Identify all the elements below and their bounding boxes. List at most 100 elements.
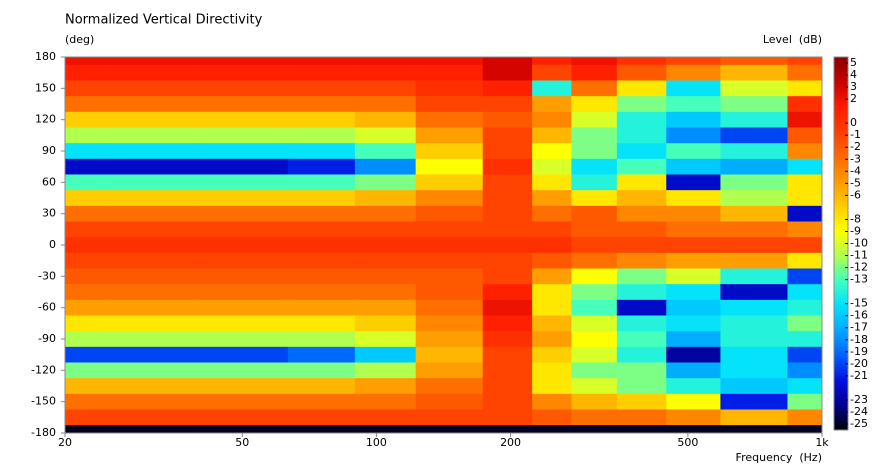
heat-cell bbox=[616, 268, 667, 285]
heat-cell bbox=[571, 362, 618, 379]
heat-cell bbox=[104, 362, 194, 379]
heat-cell bbox=[192, 174, 289, 191]
colorbar-step bbox=[834, 195, 848, 199]
heat-cell bbox=[787, 331, 823, 348]
heat-cell bbox=[354, 111, 417, 128]
colorbar-step bbox=[834, 276, 848, 280]
heat-cell bbox=[415, 299, 484, 316]
heat-cell bbox=[787, 111, 823, 128]
heat-cell bbox=[720, 80, 788, 97]
y-tick-label: -120 bbox=[31, 363, 56, 376]
colorbar-step bbox=[834, 222, 848, 226]
heat-cell bbox=[415, 237, 484, 254]
heat-cell bbox=[616, 393, 667, 410]
colorbar-step bbox=[834, 324, 848, 329]
heat-cell bbox=[571, 80, 618, 97]
colorbar-step bbox=[834, 138, 848, 142]
heat-cell bbox=[532, 425, 572, 434]
heat-cell bbox=[287, 346, 356, 363]
chart-title: Normalized Vertical Directivity bbox=[65, 13, 263, 28]
heat-cell bbox=[104, 393, 194, 410]
heat-cell bbox=[720, 362, 788, 379]
heat-cell bbox=[787, 57, 823, 66]
colorbar-step bbox=[834, 141, 848, 145]
heat-cell bbox=[482, 57, 533, 66]
x-tick-label: 50 bbox=[235, 436, 249, 449]
heat-cell bbox=[571, 378, 618, 395]
heat-cell bbox=[65, 111, 105, 128]
heat-cell bbox=[482, 393, 533, 410]
colorbar-tick-label: -18 bbox=[850, 333, 868, 346]
heat-cell bbox=[192, 127, 289, 144]
heat-cell bbox=[571, 425, 618, 434]
heat-cell bbox=[415, 425, 484, 434]
heat-cell bbox=[287, 221, 356, 238]
heat-cell bbox=[354, 409, 417, 426]
heat-cell bbox=[354, 57, 417, 66]
heat-cell bbox=[787, 299, 823, 316]
colorbar-step bbox=[834, 393, 848, 398]
heat-cell bbox=[354, 221, 417, 238]
colorbar-step bbox=[834, 207, 848, 211]
heat-cell bbox=[616, 64, 667, 81]
heat-cell bbox=[354, 96, 417, 113]
heat-cell bbox=[354, 174, 417, 191]
heat-cell bbox=[287, 331, 356, 348]
x-tick-label: 1k bbox=[815, 436, 829, 449]
colorbar-step bbox=[834, 225, 848, 229]
heat-cell bbox=[192, 284, 289, 301]
heat-cell bbox=[104, 237, 194, 254]
heat-cell bbox=[571, 221, 618, 238]
y-tick-label: 60 bbox=[42, 175, 56, 188]
heat-cell bbox=[65, 174, 105, 191]
colorbar-step bbox=[834, 333, 848, 338]
colorbar-step bbox=[834, 267, 848, 271]
heat-cell bbox=[415, 221, 484, 238]
colorbar-step bbox=[834, 414, 848, 419]
heat-cell bbox=[65, 96, 105, 113]
heat-cell bbox=[104, 158, 194, 175]
colorbar-step bbox=[834, 180, 848, 184]
heat-cell bbox=[616, 57, 667, 66]
heat-cell bbox=[616, 315, 667, 332]
colorbar-step bbox=[834, 165, 848, 169]
heat-cell bbox=[192, 268, 289, 285]
heat-cell bbox=[287, 378, 356, 395]
heat-cell bbox=[354, 205, 417, 222]
heat-cell bbox=[192, 96, 289, 113]
colorbar: 54320-1-2-3-4-5-6-8-9-10-11-12-13-15-16-… bbox=[833, 56, 868, 431]
heat-cell bbox=[104, 331, 194, 348]
colorbar-tick-label: -4 bbox=[850, 164, 861, 177]
heat-cell bbox=[666, 284, 721, 301]
heat-cell bbox=[65, 127, 105, 144]
heat-cell bbox=[787, 190, 823, 207]
heat-cell bbox=[354, 299, 417, 316]
heat-cell bbox=[104, 268, 194, 285]
heat-cell bbox=[65, 409, 105, 426]
colorbar-step bbox=[834, 186, 848, 190]
y-tick-label: 30 bbox=[42, 207, 56, 220]
heat-cell bbox=[192, 80, 289, 97]
colorbar-step bbox=[834, 252, 848, 256]
heat-cell bbox=[287, 174, 356, 191]
colorbar-step bbox=[834, 405, 848, 410]
heat-cell bbox=[666, 237, 721, 254]
colorbar-step bbox=[834, 150, 848, 154]
heat-cell bbox=[571, 158, 618, 175]
colorbar-step bbox=[834, 63, 848, 67]
heat-cell bbox=[720, 409, 788, 426]
colorbar-tick-label: -8 bbox=[850, 212, 861, 225]
colorbar-step bbox=[834, 129, 848, 133]
heat-cell bbox=[65, 346, 105, 363]
colorbar-step bbox=[834, 423, 848, 428]
heat-cell bbox=[787, 268, 823, 285]
heat-cell bbox=[287, 127, 356, 144]
heat-cell bbox=[787, 393, 823, 410]
heat-cell bbox=[287, 315, 356, 332]
heat-cell bbox=[287, 252, 356, 269]
y-axis-label: (deg) bbox=[65, 33, 94, 46]
heat-cell bbox=[720, 64, 788, 81]
heat-cell bbox=[482, 378, 533, 395]
heat-cell bbox=[616, 111, 667, 128]
heat-cell bbox=[354, 362, 417, 379]
